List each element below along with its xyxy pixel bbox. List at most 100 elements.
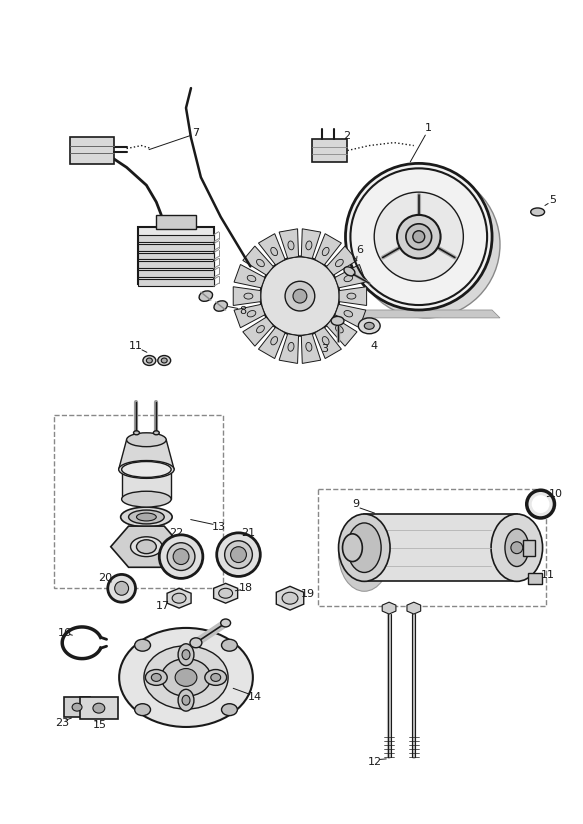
Ellipse shape	[145, 670, 167, 686]
Ellipse shape	[122, 461, 171, 477]
Text: 19: 19	[301, 589, 315, 599]
Ellipse shape	[175, 668, 197, 686]
Polygon shape	[279, 334, 298, 363]
Ellipse shape	[285, 281, 315, 311]
Ellipse shape	[339, 516, 390, 592]
Circle shape	[173, 549, 189, 564]
Ellipse shape	[282, 592, 298, 604]
Polygon shape	[326, 246, 357, 275]
Polygon shape	[119, 440, 174, 470]
Ellipse shape	[322, 336, 329, 345]
Ellipse shape	[178, 644, 194, 666]
Bar	[122, 470, 171, 499]
Ellipse shape	[505, 529, 529, 567]
Polygon shape	[382, 602, 396, 614]
Ellipse shape	[293, 289, 307, 303]
Ellipse shape	[331, 316, 344, 325]
Ellipse shape	[136, 513, 156, 521]
Circle shape	[115, 582, 129, 595]
Circle shape	[231, 546, 247, 563]
Polygon shape	[339, 287, 367, 306]
Ellipse shape	[135, 704, 150, 715]
Ellipse shape	[161, 658, 211, 696]
Ellipse shape	[347, 293, 356, 299]
Polygon shape	[279, 229, 298, 259]
Polygon shape	[335, 304, 366, 328]
Ellipse shape	[260, 256, 339, 335]
Ellipse shape	[93, 703, 105, 713]
Polygon shape	[167, 588, 191, 608]
Text: 14: 14	[248, 692, 262, 702]
Text: 2: 2	[343, 131, 350, 141]
Polygon shape	[111, 526, 182, 567]
Ellipse shape	[271, 336, 278, 345]
Ellipse shape	[344, 267, 355, 276]
Polygon shape	[233, 287, 261, 306]
Ellipse shape	[374, 192, 463, 281]
Text: 17: 17	[156, 602, 170, 611]
Ellipse shape	[342, 534, 362, 562]
Ellipse shape	[247, 275, 256, 282]
Circle shape	[108, 574, 135, 602]
Polygon shape	[326, 317, 357, 346]
Text: 8: 8	[239, 306, 246, 316]
Ellipse shape	[397, 215, 441, 259]
Bar	[528, 574, 542, 584]
Polygon shape	[234, 304, 265, 328]
Polygon shape	[407, 602, 421, 614]
Text: 9: 9	[352, 499, 359, 509]
Polygon shape	[315, 234, 342, 265]
Text: 12: 12	[368, 756, 382, 766]
Ellipse shape	[136, 540, 156, 554]
Ellipse shape	[129, 510, 164, 524]
Ellipse shape	[222, 639, 237, 651]
Polygon shape	[315, 327, 342, 358]
Bar	[139, 279, 214, 286]
Text: 21: 21	[241, 528, 255, 538]
Ellipse shape	[131, 536, 162, 556]
Ellipse shape	[178, 690, 194, 711]
Text: 23: 23	[55, 718, 69, 728]
Bar	[156, 215, 196, 229]
Ellipse shape	[257, 260, 264, 267]
Ellipse shape	[339, 514, 390, 582]
Ellipse shape	[532, 495, 550, 513]
Bar	[139, 227, 214, 284]
Ellipse shape	[359, 318, 380, 334]
Ellipse shape	[306, 241, 312, 250]
Ellipse shape	[413, 231, 425, 242]
Ellipse shape	[244, 293, 253, 299]
Bar	[523, 540, 535, 555]
Ellipse shape	[306, 343, 312, 351]
Text: 13: 13	[212, 522, 226, 532]
Polygon shape	[243, 317, 273, 346]
Polygon shape	[213, 583, 238, 603]
Text: 11: 11	[540, 570, 554, 580]
Bar	[318, 489, 546, 606]
Bar	[364, 514, 517, 582]
Circle shape	[167, 543, 195, 570]
Polygon shape	[335, 265, 366, 288]
Ellipse shape	[182, 649, 190, 660]
Polygon shape	[276, 587, 304, 610]
Ellipse shape	[72, 703, 82, 711]
Text: 16: 16	[58, 628, 72, 638]
Ellipse shape	[288, 343, 294, 351]
Circle shape	[224, 541, 252, 569]
Ellipse shape	[491, 514, 543, 582]
Ellipse shape	[322, 247, 329, 255]
Ellipse shape	[199, 291, 213, 302]
Ellipse shape	[211, 673, 221, 681]
Ellipse shape	[144, 646, 228, 709]
Ellipse shape	[214, 301, 227, 311]
Ellipse shape	[119, 628, 253, 727]
Bar	[80, 697, 118, 719]
Text: 6: 6	[356, 245, 363, 255]
Bar	[70, 137, 114, 164]
Ellipse shape	[247, 311, 256, 317]
Ellipse shape	[344, 311, 353, 317]
Ellipse shape	[143, 355, 156, 366]
Ellipse shape	[257, 325, 264, 333]
Ellipse shape	[205, 670, 227, 686]
Polygon shape	[234, 265, 265, 288]
